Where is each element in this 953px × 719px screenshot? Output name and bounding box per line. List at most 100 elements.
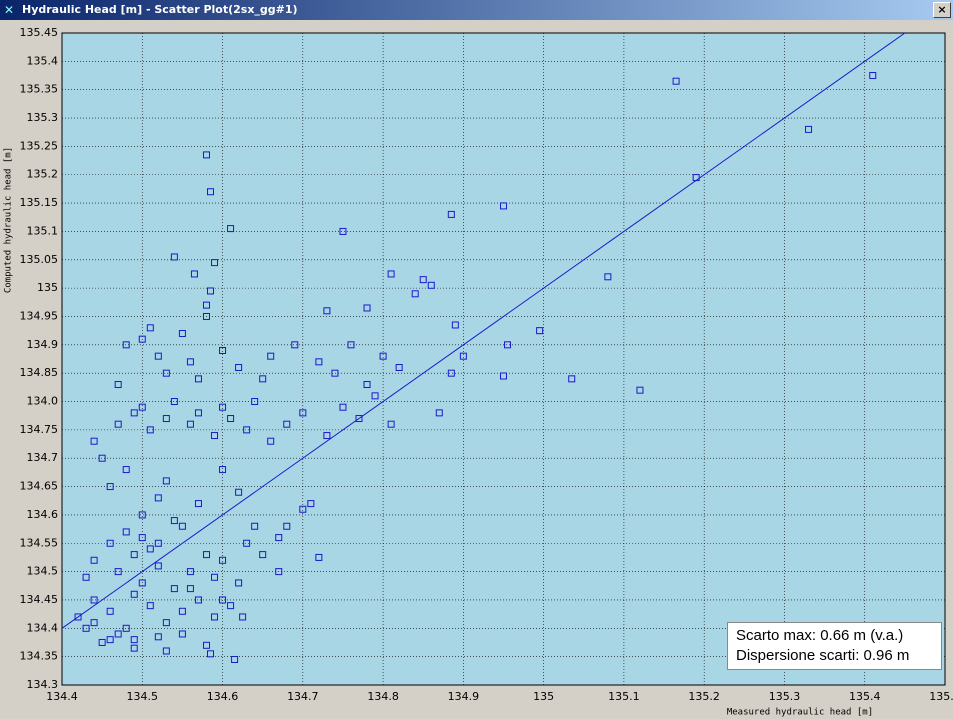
- point: [138, 403, 146, 411]
- point: [146, 602, 154, 610]
- point: [451, 321, 459, 329]
- point: [122, 466, 130, 474]
- point: [186, 568, 194, 576]
- point: [138, 534, 146, 542]
- y-tick-label: 134.9: [27, 338, 59, 351]
- x-tick-label: 135.2: [688, 690, 720, 703]
- point: [219, 346, 227, 354]
- point: [315, 553, 323, 561]
- annotation-box: Scarto max: 0.66 m (v.a.) Dispersione sc…: [727, 622, 942, 670]
- x-tick-label: 134.7: [287, 690, 319, 703]
- point: [130, 636, 138, 644]
- point: [146, 324, 154, 332]
- point: [186, 585, 194, 593]
- point: [138, 511, 146, 519]
- y-tick-label: 135.45: [20, 26, 59, 39]
- point: [154, 539, 162, 547]
- point: [98, 454, 106, 462]
- point: [235, 579, 243, 587]
- point: [162, 477, 170, 485]
- point: [500, 372, 507, 380]
- point: [170, 253, 178, 261]
- point: [122, 528, 130, 536]
- point: [186, 358, 194, 366]
- y-tick-label: 135.25: [20, 139, 59, 152]
- point: [130, 409, 138, 417]
- point: [267, 352, 275, 360]
- point: [138, 579, 146, 587]
- y-tick-label: 134.75: [20, 423, 59, 436]
- point: [672, 77, 680, 85]
- point: [604, 273, 612, 281]
- point: [347, 341, 355, 349]
- point: [323, 432, 331, 440]
- close-button[interactable]: ×: [933, 2, 951, 18]
- point: [283, 420, 291, 428]
- point: [162, 647, 170, 655]
- point: [170, 398, 178, 406]
- x-tick-label: 135.5: [929, 690, 953, 703]
- y-tick-label: 134.0: [27, 395, 59, 408]
- point: [339, 227, 347, 235]
- point: [90, 596, 98, 604]
- point: [435, 409, 443, 417]
- point: [243, 426, 251, 434]
- point: [636, 386, 644, 394]
- point: [170, 585, 178, 593]
- point: [122, 624, 130, 632]
- point: [114, 420, 122, 428]
- point: [194, 409, 202, 417]
- point: [207, 650, 215, 658]
- annotation: Scarto max: 0.66 m (v.a.): [736, 627, 904, 644]
- point: [355, 415, 363, 423]
- point: [805, 125, 813, 133]
- point: [275, 534, 283, 542]
- point: [74, 613, 82, 621]
- point: [219, 466, 227, 474]
- x-tick-label: 135: [533, 690, 554, 703]
- point: [447, 210, 455, 218]
- y-tick-label: 135.05: [20, 253, 59, 266]
- point: [363, 304, 371, 312]
- y-tick-label: 134.7: [27, 451, 59, 464]
- point: [154, 562, 162, 570]
- point: [211, 613, 219, 621]
- bisector-line: [61, 32, 906, 629]
- point: [207, 188, 215, 196]
- point: [419, 276, 427, 284]
- point: [186, 420, 194, 428]
- point: [219, 403, 227, 411]
- y-tick-label: 135.15: [20, 196, 59, 209]
- point: [154, 633, 162, 641]
- point: [299, 505, 307, 513]
- point: [194, 375, 202, 383]
- point: [379, 352, 387, 360]
- point: [190, 270, 198, 278]
- x-tick-label: 135.4: [849, 690, 881, 703]
- point: [170, 517, 178, 525]
- point: [114, 381, 122, 389]
- point: [90, 437, 98, 445]
- point: [82, 624, 90, 632]
- point: [500, 202, 507, 210]
- annotation: Dispersione scarti: 0.96 m: [736, 647, 910, 664]
- point: [235, 488, 243, 496]
- point: [106, 636, 114, 644]
- point: [411, 290, 419, 298]
- point: [395, 364, 403, 372]
- point: [387, 270, 395, 278]
- y-tick-label: 135: [37, 281, 58, 294]
- point: [459, 352, 467, 360]
- y-tick-label: 134.5: [27, 565, 59, 578]
- point: [275, 568, 283, 576]
- point: [154, 352, 162, 360]
- point: [194, 500, 202, 508]
- point: [146, 426, 154, 434]
- x-tick-label: 134.4: [46, 690, 78, 703]
- y-tick-label: 135.1: [27, 224, 59, 237]
- point: [146, 545, 154, 553]
- point: [194, 596, 202, 604]
- point: [202, 151, 210, 159]
- x-tick-label: 134.6: [207, 690, 239, 703]
